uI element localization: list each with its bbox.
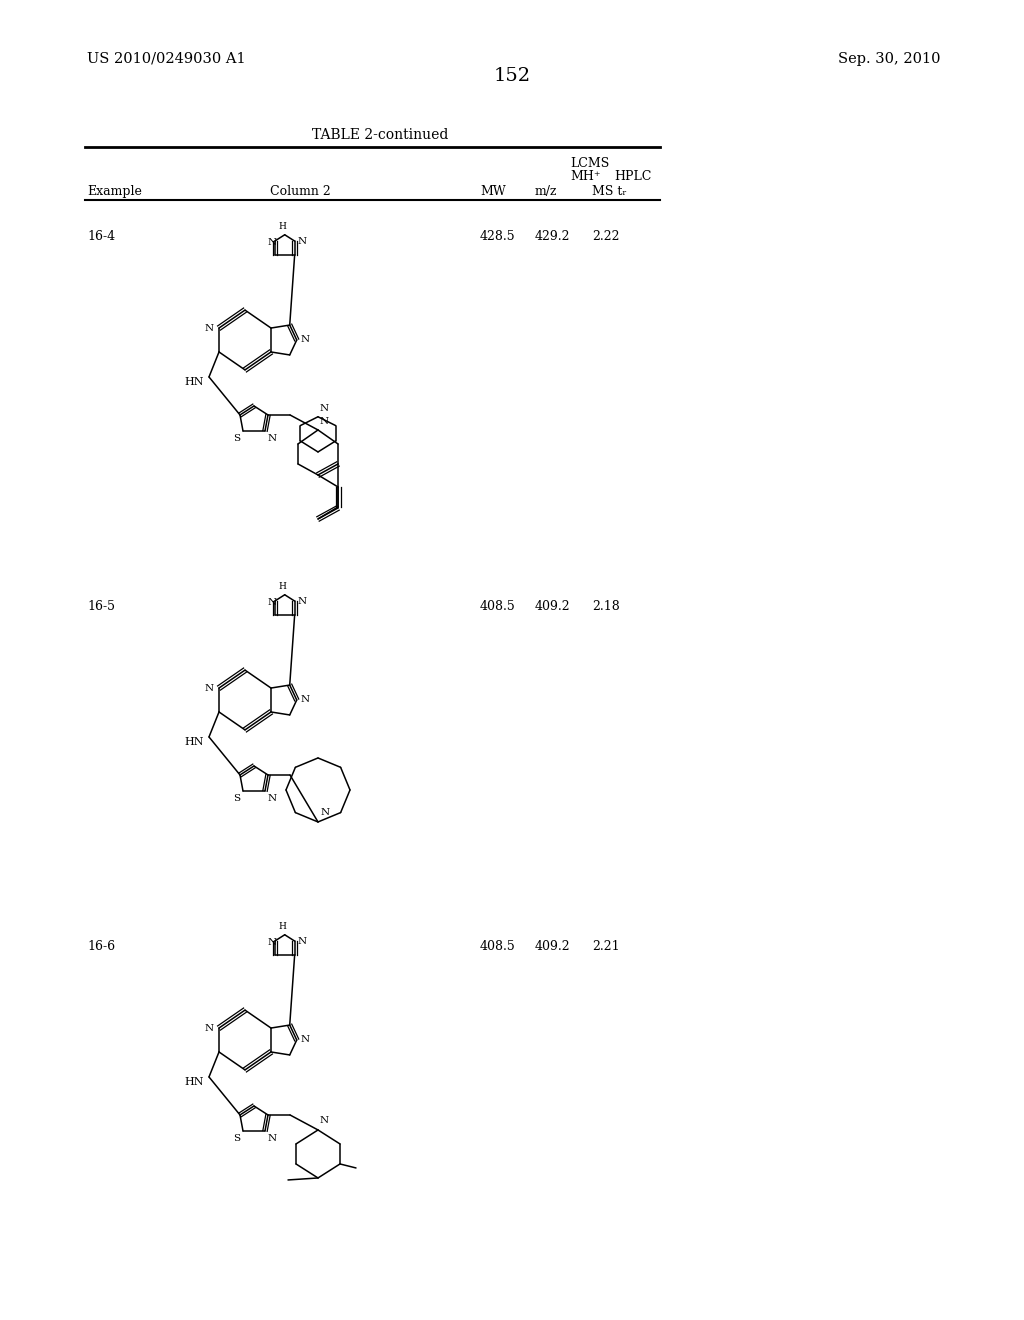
Text: 409.2: 409.2 bbox=[535, 940, 570, 953]
Text: N: N bbox=[319, 417, 329, 426]
Text: MW: MW bbox=[480, 185, 506, 198]
Text: 16-6: 16-6 bbox=[87, 940, 115, 953]
Text: LCMS: LCMS bbox=[570, 157, 609, 170]
Text: N: N bbox=[267, 937, 276, 946]
Text: 2.22: 2.22 bbox=[592, 230, 620, 243]
Text: H: H bbox=[279, 582, 287, 591]
Text: 408.5: 408.5 bbox=[480, 940, 516, 953]
Text: N: N bbox=[205, 1023, 214, 1032]
Text: 429.2: 429.2 bbox=[535, 230, 570, 243]
Text: N: N bbox=[205, 684, 214, 693]
Text: Sep. 30, 2010: Sep. 30, 2010 bbox=[838, 51, 940, 66]
Text: N: N bbox=[301, 696, 310, 705]
Text: N: N bbox=[319, 404, 329, 413]
Text: S: S bbox=[232, 434, 240, 444]
Text: Example: Example bbox=[87, 185, 142, 198]
Text: Column 2: Column 2 bbox=[270, 185, 331, 198]
Text: m/z: m/z bbox=[535, 185, 557, 198]
Text: HN: HN bbox=[184, 737, 204, 747]
Text: 409.2: 409.2 bbox=[535, 601, 570, 612]
Text: US 2010/0249030 A1: US 2010/0249030 A1 bbox=[87, 51, 246, 66]
Text: HPLC: HPLC bbox=[614, 170, 651, 183]
Text: N: N bbox=[205, 323, 214, 333]
Text: MS tᵣ: MS tᵣ bbox=[592, 185, 627, 198]
Text: H: H bbox=[279, 222, 287, 231]
Text: 2.18: 2.18 bbox=[592, 601, 620, 612]
Text: N: N bbox=[298, 597, 307, 606]
Text: N: N bbox=[267, 238, 276, 247]
Text: N: N bbox=[298, 236, 307, 246]
Text: S: S bbox=[232, 1134, 240, 1143]
Text: MH⁺: MH⁺ bbox=[570, 170, 600, 183]
Text: S: S bbox=[232, 793, 240, 803]
Text: TABLE 2-continued: TABLE 2-continued bbox=[312, 128, 449, 143]
Text: 16-5: 16-5 bbox=[87, 601, 115, 612]
Text: HN: HN bbox=[184, 378, 204, 387]
Text: N: N bbox=[267, 598, 276, 607]
Text: 428.5: 428.5 bbox=[480, 230, 516, 243]
Text: 2.21: 2.21 bbox=[592, 940, 620, 953]
Text: N: N bbox=[301, 335, 310, 345]
Text: 408.5: 408.5 bbox=[480, 601, 516, 612]
Text: N: N bbox=[319, 1115, 329, 1125]
Text: N: N bbox=[268, 793, 278, 803]
Text: N: N bbox=[301, 1035, 310, 1044]
Text: N: N bbox=[268, 1134, 278, 1143]
Text: N: N bbox=[268, 434, 278, 444]
Text: H: H bbox=[279, 921, 287, 931]
Text: 16-4: 16-4 bbox=[87, 230, 115, 243]
Text: HN: HN bbox=[184, 1077, 204, 1086]
Text: 152: 152 bbox=[494, 67, 530, 84]
Text: N: N bbox=[298, 937, 307, 945]
Text: N: N bbox=[321, 808, 330, 817]
